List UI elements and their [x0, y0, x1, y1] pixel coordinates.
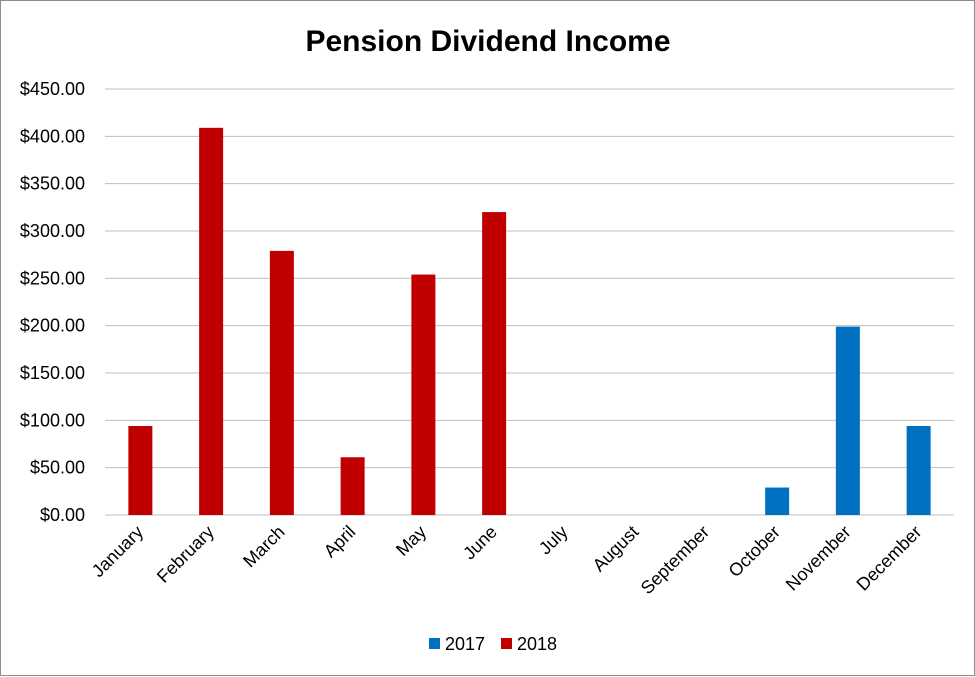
bar-2018-february — [199, 127, 224, 516]
x-tick-label: March — [239, 522, 289, 572]
x-tick-label: April — [320, 522, 360, 562]
y-tick-label: $250.00 — [20, 268, 85, 288]
bar-2017-november — [835, 326, 860, 515]
bar-2018-march — [269, 250, 294, 515]
x-tick-label: December — [853, 522, 926, 595]
gridlines — [105, 88, 954, 516]
y-tick-label: $350.00 — [20, 174, 85, 194]
chart-title: Pension Dividend Income — [305, 25, 670, 58]
x-tick-label: May — [392, 522, 430, 560]
x-tick-label: June — [459, 522, 501, 564]
x-axis-tick-labels: January February March April May June July Augu… — [88, 522, 926, 598]
y-tick-label: $0.00 — [40, 505, 85, 525]
legend-label-2017: 2017 — [445, 634, 485, 654]
y-tick-label: $150.00 — [20, 363, 85, 383]
bars — [128, 127, 931, 516]
bar-2017-october — [765, 487, 790, 515]
legend: 2017 2018 — [429, 634, 557, 654]
y-tick-label: $450.00 — [20, 79, 85, 99]
x-tick-label: September — [637, 522, 713, 598]
legend-swatch-2017 — [429, 638, 440, 649]
legend-label-2018: 2018 — [517, 634, 557, 654]
legend-swatch-2018 — [501, 638, 512, 649]
y-tick-label: $400.00 — [20, 126, 85, 146]
bar-2018-june — [482, 212, 507, 516]
y-tick-label: $300.00 — [20, 221, 85, 241]
y-tick-label: $100.00 — [20, 410, 85, 430]
x-tick-label: August — [589, 522, 643, 576]
x-tick-label: January — [88, 522, 147, 581]
y-axis-tick-labels: $0.00 $50.00 $100.00 $150.00 $200.00 $250.00 $… — [20, 79, 85, 525]
x-tick-label: November — [782, 522, 855, 595]
x-tick-label: July — [535, 522, 572, 559]
x-tick-label: February — [153, 522, 218, 587]
y-tick-label: $50.00 — [30, 458, 85, 478]
bar-2017-december — [906, 426, 931, 515]
y-tick-label: $200.00 — [20, 316, 85, 336]
bar-2018-april — [340, 457, 365, 515]
bar-2018-january — [128, 426, 153, 515]
x-tick-label: October — [725, 522, 784, 581]
bar-2018-may — [411, 274, 436, 515]
